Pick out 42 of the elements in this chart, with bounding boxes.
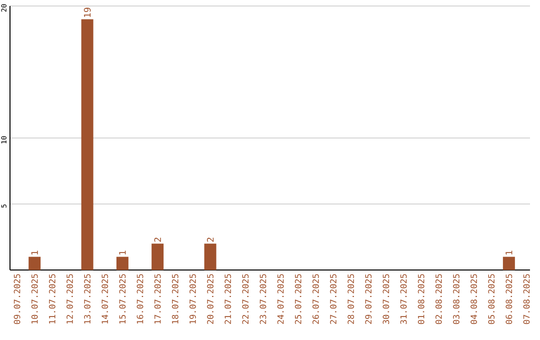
x-tick-label: 30.07.2025 [382, 274, 390, 324]
x-tick-label: 01.08.2025 [418, 274, 424, 324]
x-tick-label: 16.07.2025 [136, 274, 144, 324]
data-label: 1 [119, 250, 126, 255]
x-tick-label: 24.07.2025 [277, 274, 284, 324]
x-tick-label: 17.07.2025 [154, 274, 161, 324]
x-tick-label: 04.08.2025 [470, 274, 477, 324]
x-tick-label: 13.07.2025 [84, 274, 91, 324]
bar [28, 256, 41, 270]
x-tick-label: 15.07.2025 [119, 274, 126, 324]
data-label: 1 [506, 250, 512, 255]
data-label: 2 [154, 238, 161, 242]
x-tick-label: 28.07.2025 [348, 274, 354, 324]
x-tick-label: 03.08.2025 [453, 274, 460, 324]
bar [152, 244, 164, 270]
x-tick-label: 18.07.2025 [172, 274, 178, 324]
x-tick-label: 07.08.2025 [523, 274, 530, 324]
x-tick-label: 10.07.2025 [31, 274, 38, 324]
data-label: 2 [206, 238, 214, 242]
x-tick-label: 02.08.2025 [435, 274, 442, 324]
x-tick-label: 06.08.2025 [506, 274, 512, 324]
x-tick-label: 25.07.2025 [294, 274, 302, 324]
bar [116, 256, 128, 270]
x-tick-label: 20.07.2025 [207, 274, 214, 324]
x-tick-label: 23.07.2025 [260, 274, 266, 324]
x-tick-label: 11.07.2025 [48, 274, 56, 324]
x-tick-label: 29.07.2025 [365, 274, 372, 324]
x-tick-label: 27.07.2025 [330, 274, 336, 324]
x-tick-label: 21.07.2025 [224, 274, 232, 324]
x-tick-label: 14.07.2025 [102, 274, 108, 324]
x-tick-label: 19.07.2025 [190, 274, 196, 324]
x-tick-label: 22.07.2025 [242, 274, 249, 324]
x-tick-label: 05.08.2025 [488, 274, 495, 324]
x-tick-label: 26.07.2025 [312, 274, 319, 324]
data-label: 1 [31, 250, 38, 255]
x-tick-label: 12.07.2025 [66, 274, 73, 324]
bar [502, 256, 515, 270]
bar [81, 19, 94, 270]
data-label: 19 [84, 8, 91, 17]
x-tick-label: 31.07.2025 [400, 274, 407, 324]
x-tick-label: 09.07.2025 [14, 274, 20, 324]
bar [204, 244, 216, 270]
